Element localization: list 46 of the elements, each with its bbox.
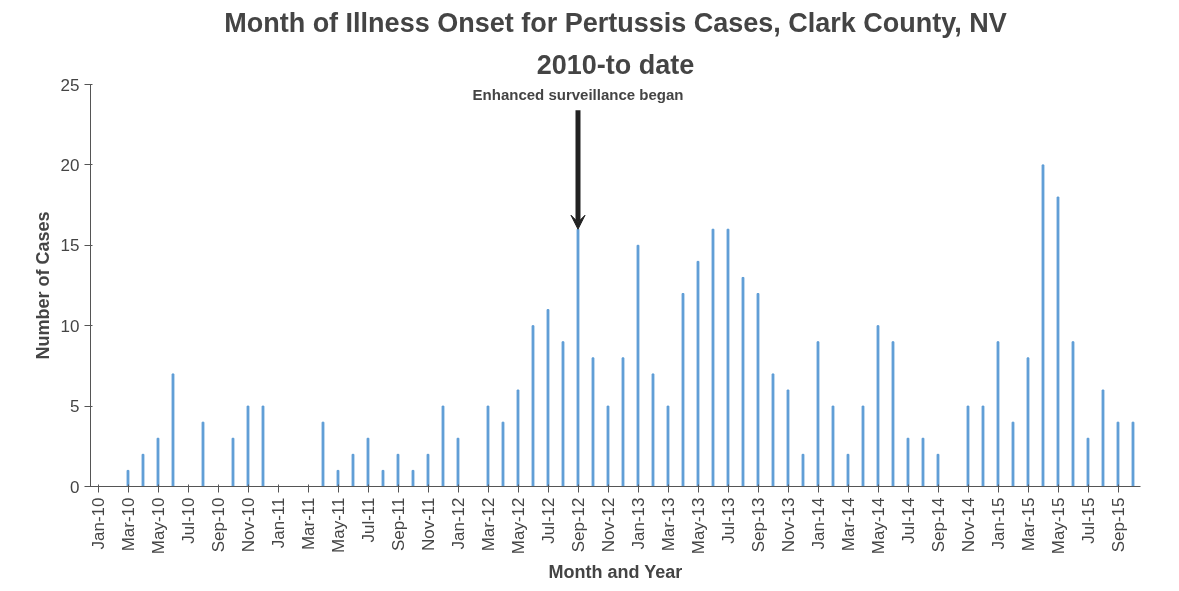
- x-tick-label: Jul-12: [538, 497, 558, 544]
- x-tick-label: Mar-13: [658, 497, 678, 552]
- x-tick-label: Mar-14: [838, 497, 858, 552]
- x-tick-label: May-11: [328, 497, 348, 553]
- x-tick-label: Sep-14: [928, 497, 948, 553]
- x-tick-label: Jul-11: [358, 497, 378, 543]
- x-tick-label: Nov-14: [958, 497, 978, 553]
- x-tick-label: Sep-13: [748, 497, 768, 553]
- x-tick-label: Nov-12: [598, 497, 618, 553]
- y-axis-title: Number of Cases: [32, 211, 53, 360]
- x-tick-label: Jan-10: [88, 497, 108, 550]
- chart-subtitle: 2010-to date: [536, 49, 695, 80]
- x-tick-label: Sep-15: [1108, 497, 1128, 553]
- y-tick-label: 25: [60, 75, 80, 95]
- x-tick-label: Nov-10: [238, 497, 258, 553]
- y-tick-label: 20: [60, 155, 80, 175]
- x-tick-label: Sep-12: [568, 497, 588, 553]
- x-tick-label: Jul-15: [1078, 497, 1098, 544]
- x-tick-label: Jul-14: [898, 497, 918, 544]
- y-tick-label: 0: [70, 477, 80, 497]
- y-tick-label: 5: [70, 397, 80, 417]
- x-tick-label: May-15: [1048, 497, 1068, 555]
- x-tick-label: Nov-11: [418, 497, 438, 552]
- x-tick-label: Sep-11: [388, 497, 408, 552]
- x-tick-label: Jan-15: [988, 497, 1008, 550]
- x-tick-label: Jul-13: [718, 497, 738, 544]
- chart-title: Month of Illness Onset for Pertussis Cases, Clark County, NV: [224, 7, 1007, 38]
- x-axis-title: Month and Year: [548, 562, 683, 583]
- x-tick-label: May-12: [508, 497, 528, 555]
- y-tick-label: 10: [60, 316, 80, 336]
- x-tick-label: Jan-12: [448, 497, 468, 550]
- x-tick-label: May-14: [868, 497, 888, 555]
- x-tick-label: Jul-10: [178, 497, 198, 544]
- annotation: Enhanced surveillance began: [472, 86, 684, 104]
- x-tick-label: Mar-11: [298, 497, 318, 551]
- x-tick-label: Nov-13: [778, 497, 798, 553]
- x-tick-label: Jan-11: [268, 497, 288, 549]
- y-tick-label: 15: [60, 236, 80, 256]
- x-tick-label: Sep-10: [208, 497, 228, 553]
- x-tick-label: Jan-14: [808, 497, 828, 550]
- x-tick-label: Mar-12: [478, 497, 498, 552]
- x-tick-label: May-10: [148, 497, 168, 555]
- x-tick-label: Mar-15: [1018, 497, 1038, 552]
- x-tick-label: Mar-10: [118, 497, 138, 552]
- x-tick-label: Jan-13: [628, 497, 648, 550]
- x-tick-label: May-13: [688, 497, 708, 555]
